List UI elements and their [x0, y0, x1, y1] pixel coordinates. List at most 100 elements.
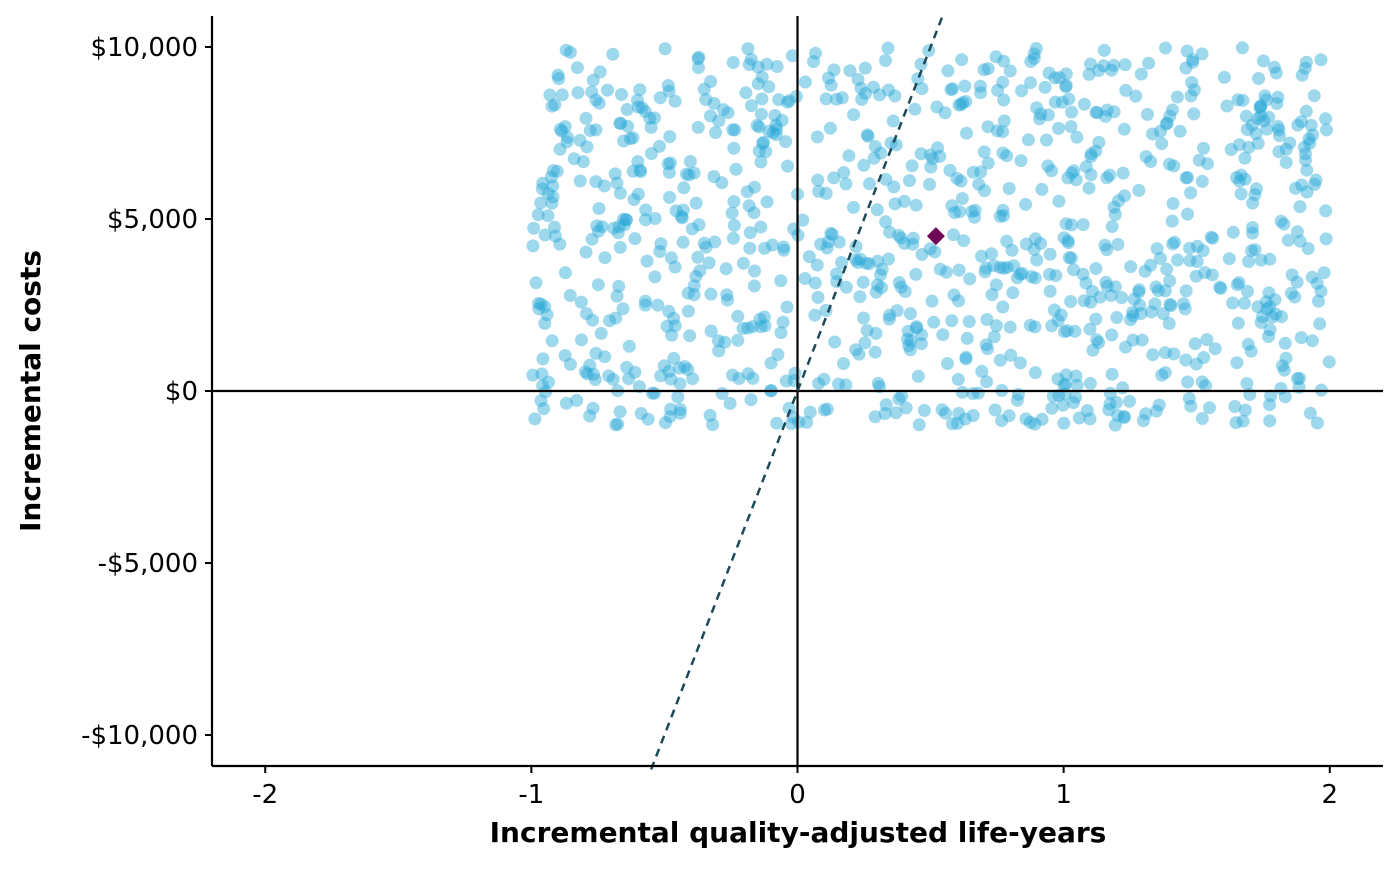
simulation-point [1065, 218, 1078, 232]
simulation-point [579, 245, 593, 259]
simulation-point [1092, 336, 1106, 350]
simulation-point [1048, 95, 1062, 109]
simulation-point [1148, 297, 1162, 311]
simulation-point [692, 61, 705, 75]
simulation-point [839, 177, 853, 191]
simulation-point [1085, 284, 1099, 298]
simulation-point [661, 79, 675, 92]
simulation-point [683, 329, 697, 343]
simulation-point [1086, 343, 1100, 357]
simulation-point [673, 377, 687, 391]
simulation-point [1029, 42, 1043, 55]
simulation-point [622, 372, 636, 386]
simulation-point [579, 111, 593, 125]
simulation-point [1052, 121, 1065, 135]
simulation-point [751, 77, 765, 91]
simulation-point [1155, 368, 1169, 382]
simulation-point [592, 224, 605, 238]
simulation-point [563, 289, 577, 302]
simulation-point [1281, 233, 1295, 247]
simulation-point [974, 165, 988, 179]
simulation-point [618, 218, 631, 232]
simulation-point [869, 326, 883, 340]
simulation-point [1181, 207, 1194, 221]
simulation-point [930, 100, 944, 114]
simulation-point [819, 186, 833, 200]
simulation-point [1272, 123, 1286, 137]
simulation-point [610, 176, 624, 190]
simulation-point [902, 339, 916, 353]
simulation-point [1149, 404, 1163, 418]
simulation-point [1089, 312, 1103, 326]
simulation-point [570, 61, 584, 75]
simulation-point [1006, 286, 1020, 300]
reference-lines [212, 16, 1383, 766]
simulation-point [925, 294, 939, 308]
simulation-point [1059, 377, 1073, 391]
simulation-point [687, 288, 701, 302]
simulation-point [1019, 412, 1033, 426]
simulation-point [1245, 244, 1258, 258]
simulation-point [1064, 251, 1078, 265]
simulation-point [1015, 84, 1029, 98]
simulation-point [721, 106, 735, 120]
simulation-point [727, 218, 741, 232]
simulation-point [977, 145, 991, 159]
simulation-point [855, 92, 869, 106]
simulation-point [1192, 153, 1206, 167]
simulation-point [526, 368, 540, 382]
simulation-point [1320, 123, 1333, 137]
simulation-point [706, 418, 720, 432]
simulation-point [755, 70, 769, 84]
simulation-point [1099, 110, 1112, 123]
simulation-point [673, 403, 687, 416]
simulation-point [915, 328, 928, 342]
simulation-point [952, 294, 966, 308]
simulation-point [1246, 226, 1259, 240]
simulation-point [1166, 237, 1180, 251]
simulation-point [988, 403, 1002, 417]
simulation-point [677, 181, 691, 195]
simulation-point [1129, 89, 1143, 103]
simulation-point [583, 358, 597, 372]
simulation-point [1302, 132, 1316, 146]
simulation-point [854, 81, 868, 95]
simulation-point [667, 311, 681, 325]
simulation-point [1118, 58, 1132, 72]
simulation-point [1010, 271, 1024, 285]
simulation-point [598, 350, 612, 364]
simulation-point [1166, 103, 1179, 117]
simulation-point [775, 113, 789, 127]
simulation-point [873, 88, 886, 102]
simulation-point [739, 86, 753, 100]
simulation-point [592, 202, 606, 215]
simulation-point [1051, 314, 1065, 328]
simulation-point [879, 54, 892, 67]
simulation-point [858, 336, 872, 350]
simulation-point [1151, 284, 1165, 298]
simulation-point [1062, 92, 1076, 106]
simulation-point [685, 222, 699, 236]
simulation-point [959, 352, 973, 366]
simulation-point [1251, 136, 1265, 150]
simulation-point [911, 72, 925, 86]
simulation-point [945, 314, 959, 328]
simulation-point [1184, 399, 1198, 413]
simulation-point [1214, 282, 1228, 295]
simulation-point [882, 252, 895, 266]
simulation-point [1035, 182, 1049, 196]
simulation-point [627, 193, 641, 206]
simulation-point [779, 135, 793, 149]
simulation-point [1303, 136, 1317, 150]
simulation-point [827, 171, 841, 185]
scatter-points [526, 41, 1336, 432]
simulation-point [909, 267, 923, 281]
simulation-point [559, 43, 573, 57]
y-ticks: $10,000 $5,000 $0 -$5,000 -$10,000 [81, 33, 212, 751]
simulation-point [1042, 66, 1056, 80]
simulation-point [1149, 280, 1163, 294]
simulation-point [663, 130, 677, 144]
simulation-point [662, 84, 676, 98]
simulation-point [858, 87, 872, 100]
simulation-point [966, 165, 980, 179]
